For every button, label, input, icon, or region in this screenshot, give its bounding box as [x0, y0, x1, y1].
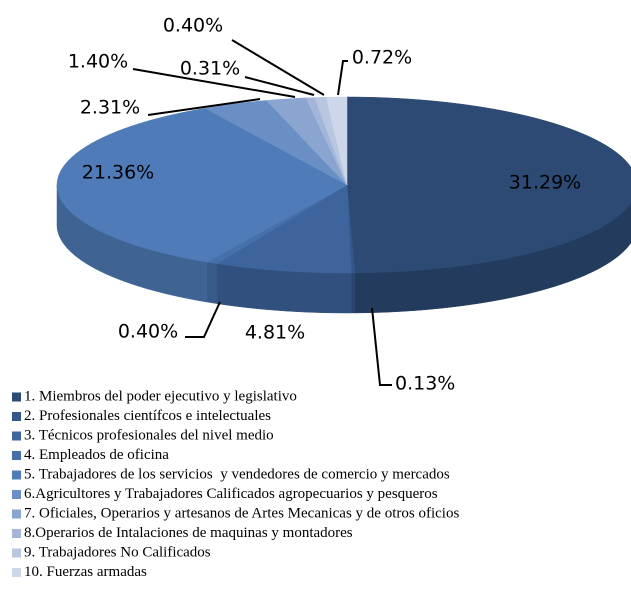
pie-side — [206, 261, 218, 304]
legend-swatch — [12, 412, 21, 421]
legend-label: 2. Profesionales científcos e intelectua… — [24, 408, 271, 424]
legend-label: 3. Técnicos profesionales del nivel medi… — [24, 427, 274, 443]
leader-line — [185, 301, 221, 338]
pie-sides — [56, 184, 631, 314]
pie-slice — [325, 96, 348, 186]
data-label: 21.36% — [82, 162, 154, 184]
legend-swatch — [12, 392, 21, 402]
pie-slice — [216, 184, 352, 274]
leader-line — [231, 39, 325, 96]
legend-swatch — [12, 490, 21, 499]
leader-lines — [132, 39, 392, 386]
data-label: 0.31% — [180, 58, 240, 80]
pie-slice — [204, 100, 348, 186]
legend-swatch — [12, 568, 21, 577]
pie-tops — [56, 96, 631, 274]
leader-line — [337, 60, 348, 96]
legend-swatch — [12, 529, 21, 538]
legend-label: 6.Agricultores y Trabajadores Calificado… — [24, 486, 438, 502]
data-label: 1.40% — [68, 51, 128, 73]
data-labels: 31.29% 0.13% 4.81% 0.40% 21.36% 2.31% 1.40% 0.3… — [68, 15, 581, 395]
legend-label: 5. Trabajadores de los servicios y vende… — [24, 466, 450, 482]
legend-label: 9. Trabajadores No Calificados — [24, 544, 211, 560]
leader-line — [147, 98, 261, 116]
legend-swatch — [12, 451, 21, 460]
data-label: 0.40% — [163, 15, 223, 37]
pie-slice — [56, 108, 348, 263]
pie-slice — [346, 96, 631, 274]
data-label: 0.13% — [395, 373, 455, 395]
leader-line — [244, 76, 315, 96]
legend-label: 8.Operarios de Intalaciones de maquinas … — [24, 525, 353, 541]
leader-line — [132, 68, 296, 98]
data-label: 4.81% — [245, 322, 305, 344]
legend-label: 1. Miembros del poder ejecutivo y legisl… — [24, 388, 297, 404]
legend-label: 10. Fuerzas armadas — [24, 564, 147, 580]
pie-side — [350, 272, 356, 314]
legend-swatch — [12, 470, 21, 480]
data-label: 2.31% — [80, 97, 140, 119]
data-label: 0.40% — [118, 321, 178, 343]
data-label: 31.29% — [509, 172, 581, 194]
legend-swatch — [12, 431, 21, 441]
legend-label: 7. Oficiales, Operarios y artesanos de A… — [24, 505, 459, 521]
legend: 1. Miembros del poder ejecutivo y legisl… — [12, 388, 459, 580]
legend-label: 4. Empleados de oficina — [24, 447, 169, 463]
data-label: 0.72% — [352, 47, 412, 69]
legend-swatch — [12, 548, 21, 558]
pie-slice — [265, 97, 348, 186]
legend-swatch — [12, 509, 21, 519]
leader-line — [371, 307, 392, 386]
